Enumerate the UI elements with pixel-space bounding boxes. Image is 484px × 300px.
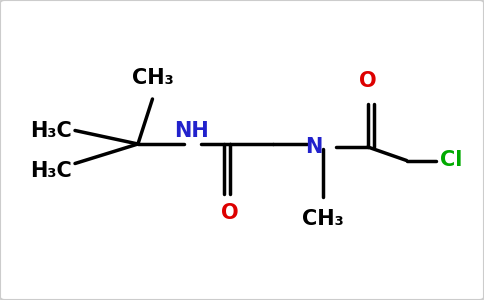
Text: H₃C: H₃C [30,121,72,140]
Text: O: O [359,71,377,91]
Text: CH₃: CH₃ [302,209,344,229]
Text: Cl: Cl [440,151,463,170]
Text: N: N [305,137,322,157]
Text: H₃C: H₃C [30,161,72,181]
Text: NH: NH [174,121,209,140]
Text: O: O [221,203,239,223]
Text: CH₃: CH₃ [132,68,173,88]
